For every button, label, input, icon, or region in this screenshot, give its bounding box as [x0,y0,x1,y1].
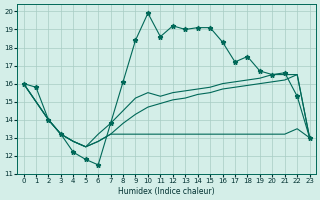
X-axis label: Humidex (Indice chaleur): Humidex (Indice chaleur) [118,187,215,196]
